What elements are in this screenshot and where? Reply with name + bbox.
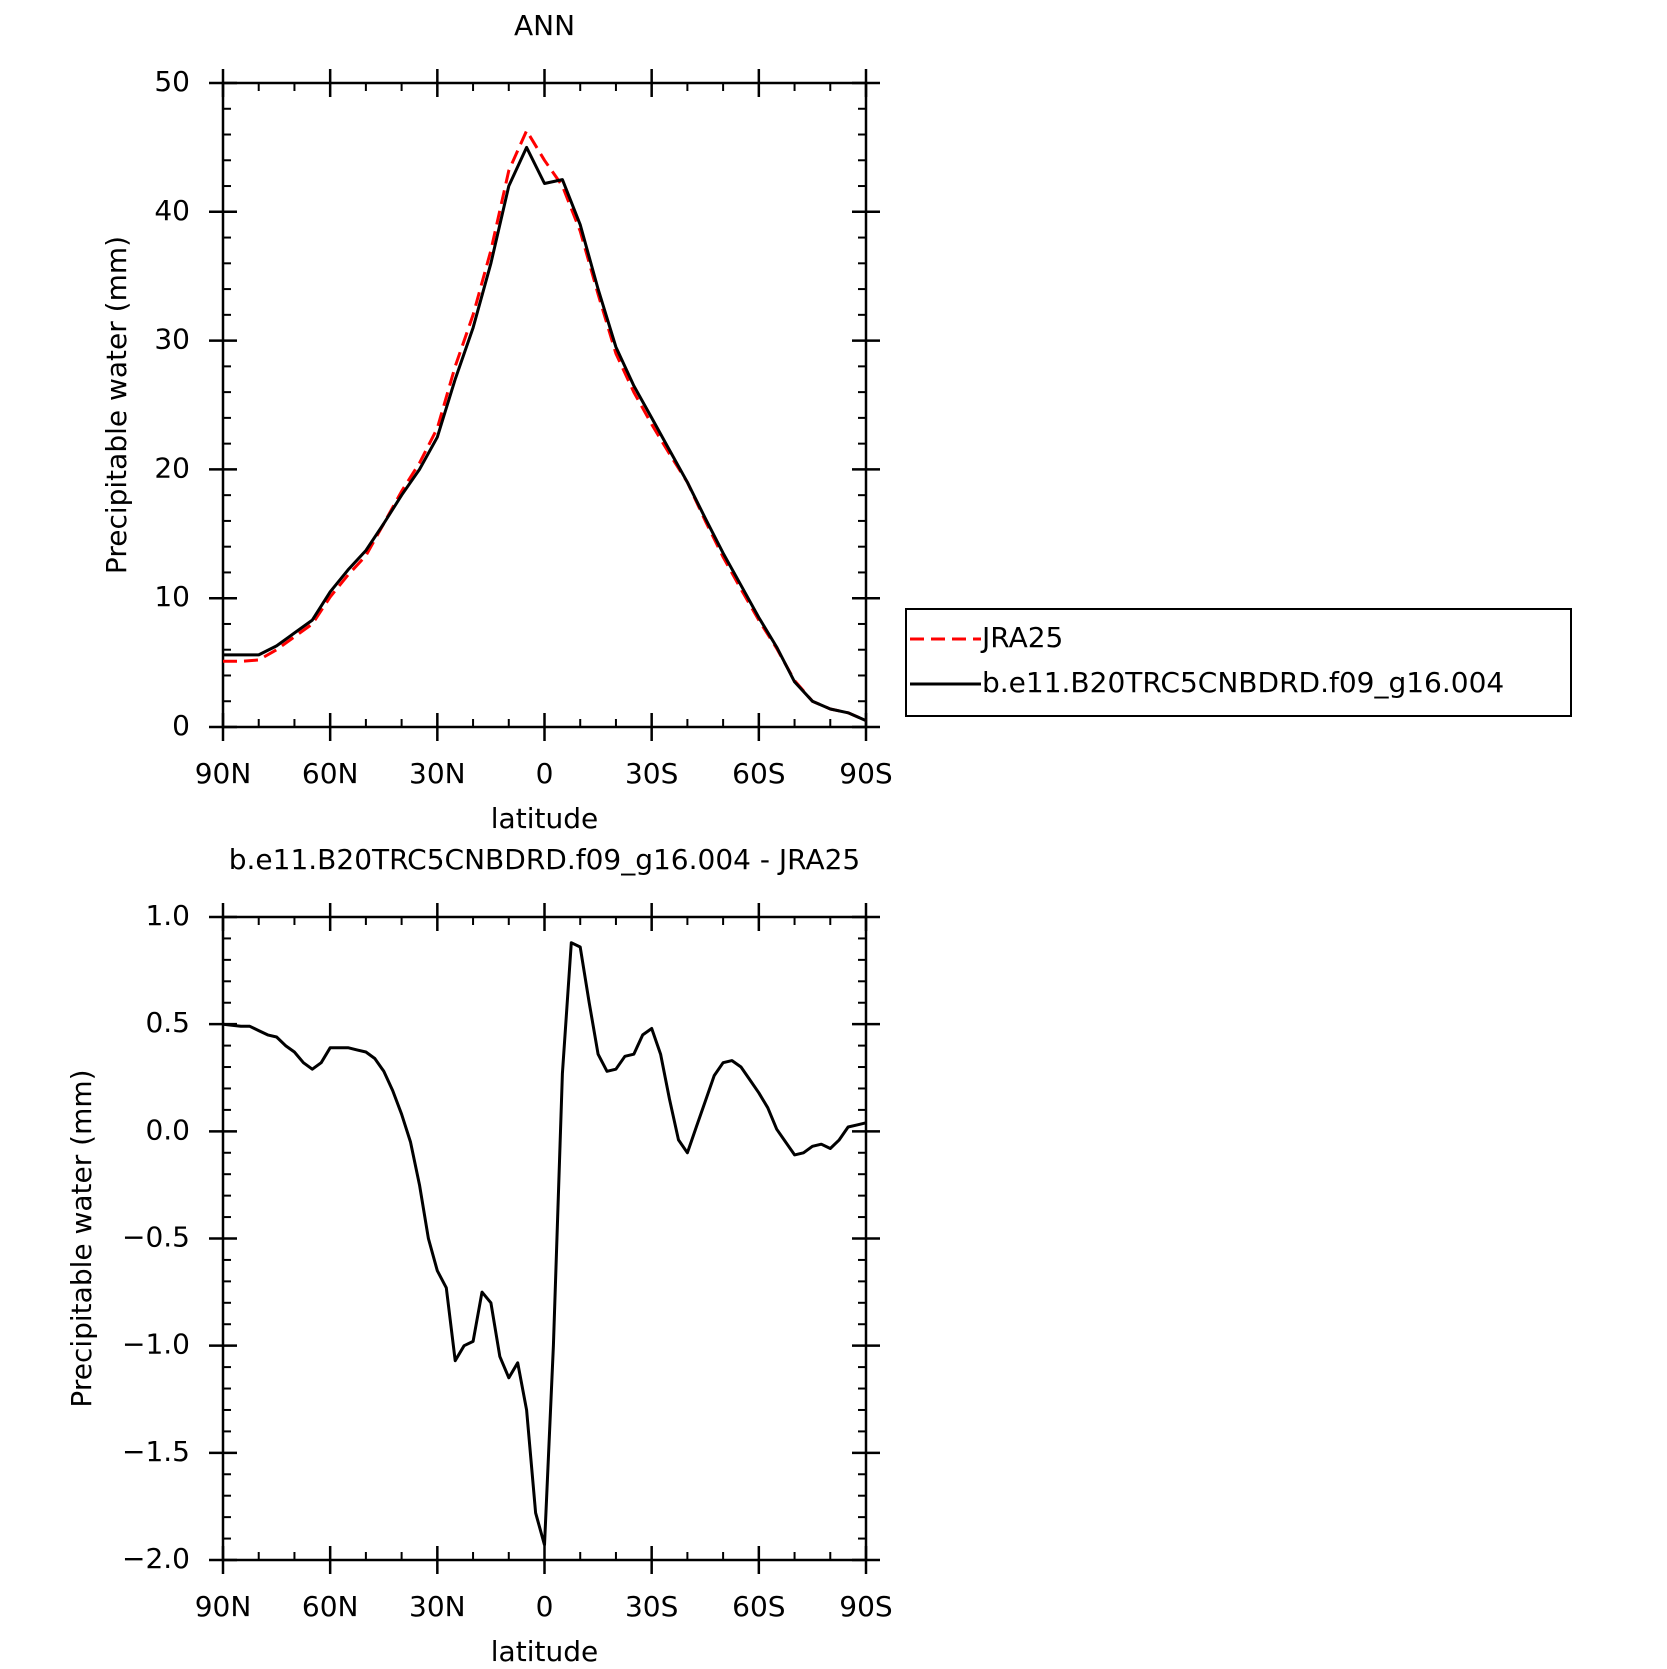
x-axis-label: latitude: [491, 1635, 598, 1668]
x-tick-label: 60N: [302, 757, 359, 790]
x-tick-label: 0: [536, 757, 554, 790]
x-tick-label: 30N: [409, 757, 466, 790]
x-tick-label: 90N: [195, 757, 252, 790]
y-tick-label: 1.0: [145, 899, 190, 932]
x-tick-label: 0: [536, 1590, 554, 1623]
x-tick-label: 30N: [409, 1590, 466, 1623]
y-tick-label: −0.5: [122, 1221, 190, 1254]
y-tick-label: 30: [154, 323, 190, 356]
plot-frame: [221, 81, 868, 729]
y-tick-label: −1.5: [122, 1435, 190, 1468]
legend-label: JRA25: [980, 621, 1063, 654]
legend-label: b.e11.B20TRC5CNBDRD.f09_g16.004: [982, 666, 1504, 699]
y-axis-label: Precipitable water (mm): [100, 236, 133, 574]
x-tick-label: 60N: [302, 1590, 359, 1623]
x-tick-label: 30S: [625, 1590, 678, 1623]
chart-title: ANN: [514, 9, 575, 42]
y-tick-label: 40: [154, 194, 190, 227]
y-tick-label: 50: [154, 65, 190, 98]
x-axis-label: latitude: [491, 802, 598, 835]
x-tick-label: 30S: [625, 757, 678, 790]
chart-title: b.e11.B20TRC5CNBDRD.f09_g16.004 - JRA25: [229, 843, 860, 876]
x-tick-label: 90N: [195, 1590, 252, 1623]
y-tick-label: −2.0: [122, 1542, 190, 1575]
y-tick-label: 10: [154, 580, 190, 613]
y-tick-label: 0.5: [145, 1006, 190, 1039]
series-line: [222, 941, 867, 1547]
y-tick-label: 0: [172, 709, 190, 742]
x-tick-label: 90S: [839, 1590, 892, 1623]
x-tick-label: 60S: [732, 1590, 785, 1623]
series-line: [223, 145, 867, 722]
y-tick-label: 20: [154, 451, 190, 484]
series-line: [223, 129, 867, 722]
x-tick-label: 60S: [732, 757, 785, 790]
legend-box: [905, 608, 1572, 717]
y-tick-label: −1.0: [122, 1328, 190, 1361]
y-tick-label: 0.0: [145, 1113, 190, 1146]
plot-frame: [221, 915, 868, 1562]
x-tick-label: 90S: [839, 757, 892, 790]
y-axis-label: Precipitable water (mm): [65, 1069, 98, 1407]
